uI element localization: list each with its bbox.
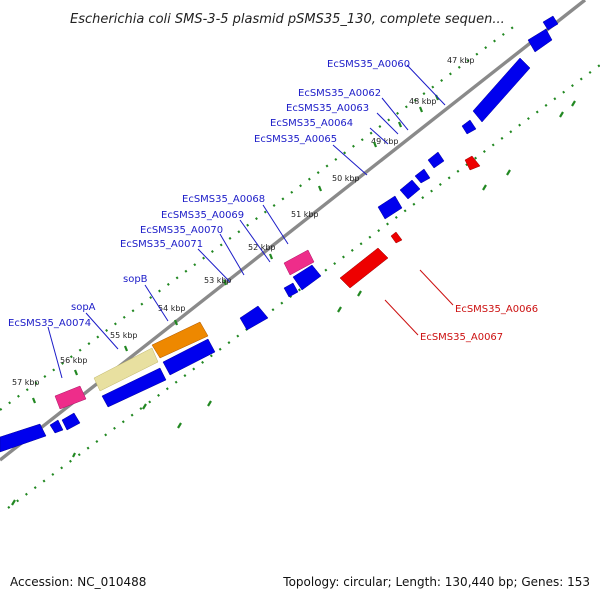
gene-label: sopA: [71, 302, 96, 313]
feature-pink: [283, 249, 315, 276]
kbp-tick-label: 51 kbp: [291, 210, 319, 219]
leader-line: [239, 219, 271, 263]
leader-line: [384, 299, 419, 336]
leader-line: [85, 312, 119, 350]
kbp-tick-mark: [317, 185, 323, 192]
leader-line: [332, 144, 368, 176]
gene-label: EcSMS35_A0060: [327, 59, 410, 70]
gene-label: EcSMS35_A0063: [286, 103, 369, 114]
gene-arrow: [464, 155, 481, 171]
gene-label: EcSMS35_A0066: [455, 304, 538, 315]
outer-dash: [11, 499, 16, 506]
kbp-tick-label: 52 kbp: [248, 243, 276, 252]
leader-line: [419, 269, 454, 306]
leader-line: [406, 64, 446, 106]
gene-arrow: [101, 367, 167, 408]
kbp-tick-label: 48 kbp: [409, 97, 437, 106]
gene-label: EcSMS35_A0070: [140, 225, 223, 236]
forward-genes: [0, 15, 559, 453]
gene-arrow: [283, 282, 299, 298]
leader-line: [381, 97, 409, 131]
outer-dash: [506, 169, 511, 176]
leader-line: [144, 284, 169, 322]
kbp-tick-label: 57 kbp: [12, 378, 40, 387]
kbp-tick-label: 55 kbp: [110, 331, 138, 340]
kbp-tick-mark: [222, 279, 228, 286]
leader-line: [376, 112, 399, 135]
gene-arrow: [0, 423, 47, 453]
kbp-tick-mark: [31, 397, 37, 404]
gene-label: EcSMS35_A0064: [270, 118, 353, 129]
gene-arrow: [390, 231, 403, 244]
reverse-leader-lines: [384, 269, 454, 336]
gene-label: sopB: [123, 274, 148, 285]
kbp-tick-mark: [268, 253, 274, 260]
gene-arrow: [292, 264, 322, 291]
kbp-tick-mark: [173, 319, 179, 326]
reverse-genes: [339, 155, 481, 289]
feature-pink: [54, 385, 87, 410]
gene-arrow: [427, 151, 445, 169]
backbone-line: [0, 0, 587, 462]
gene-label: EcSMS35_A0074: [8, 318, 91, 329]
gene-arrow: [49, 419, 64, 434]
gene-arrow: [461, 119, 477, 135]
leader-line: [197, 248, 231, 283]
gene-arrow: [239, 305, 269, 331]
outer-ring-dashes: [11, 100, 576, 506]
kbp-tick-mark: [372, 141, 378, 148]
gene-arrow: [162, 338, 216, 376]
kbp-tick-mark: [73, 369, 79, 376]
gene-arrow: [472, 57, 531, 123]
outer-dash: [337, 306, 342, 313]
gene-arrow: [339, 247, 389, 289]
kbp-tick-label: 47 kbp: [447, 56, 475, 65]
summary-text: Topology: circular; Length: 130,440 bp; …: [282, 575, 590, 589]
forward-leader-lines: [47, 64, 446, 379]
outer-dash: [571, 100, 576, 107]
gene-arrow: [527, 28, 553, 53]
gene-arrow: [61, 412, 81, 431]
feature-orange: [151, 321, 209, 359]
gene-label: EcSMS35_A0062: [298, 88, 381, 99]
outer-dash: [559, 111, 564, 118]
kbp-tick-mark: [418, 106, 424, 113]
gene-label: EcSMS35_A0067: [420, 332, 503, 343]
gene-label: EcSMS35_A0069: [161, 210, 244, 221]
map-title: Escherichia coli SMS-3-5 plasmid pSMS35_…: [70, 12, 505, 27]
feature-khaki: [93, 347, 159, 392]
gene-label: EcSMS35_A0071: [120, 239, 203, 250]
outer-dash: [177, 422, 182, 429]
outer-dash: [72, 452, 76, 458]
kbp-tick-label: 50 kbp: [332, 174, 360, 183]
gene-label: EcSMS35_A0068: [182, 194, 265, 205]
kbp-tick-mark: [123, 345, 129, 352]
outer-dash: [207, 400, 212, 407]
kbp-tick-label: 53 kbp: [204, 276, 232, 285]
kbp-tick-label: 56 kbp: [60, 356, 88, 365]
kbp-tick-mark: [397, 121, 403, 128]
inner-ring-dotted: [0, 21, 521, 411]
leader-line: [47, 326, 63, 379]
leader-line: [369, 127, 389, 145]
gene-arrow: [399, 179, 421, 200]
outer-dash: [142, 403, 147, 410]
outer-dash: [357, 290, 362, 297]
gene-arrow: [414, 168, 431, 184]
outer-ring-dotted: [7, 64, 600, 509]
outer-dash: [482, 184, 487, 191]
accession-text: Accession: NC_010488: [10, 575, 146, 589]
leader-line: [219, 233, 245, 276]
gene-label: EcSMS35_A0065: [254, 134, 337, 145]
leader-line: [262, 204, 289, 245]
gene-arrow: [542, 15, 559, 31]
kbp-tick-label: 54 kbp: [158, 304, 186, 313]
gene-arrow: [377, 195, 403, 220]
kbp-ticks: 47 kbp 48 kbp 49 kbp 50 kbp 51 kbp 52 kb…: [12, 56, 475, 404]
